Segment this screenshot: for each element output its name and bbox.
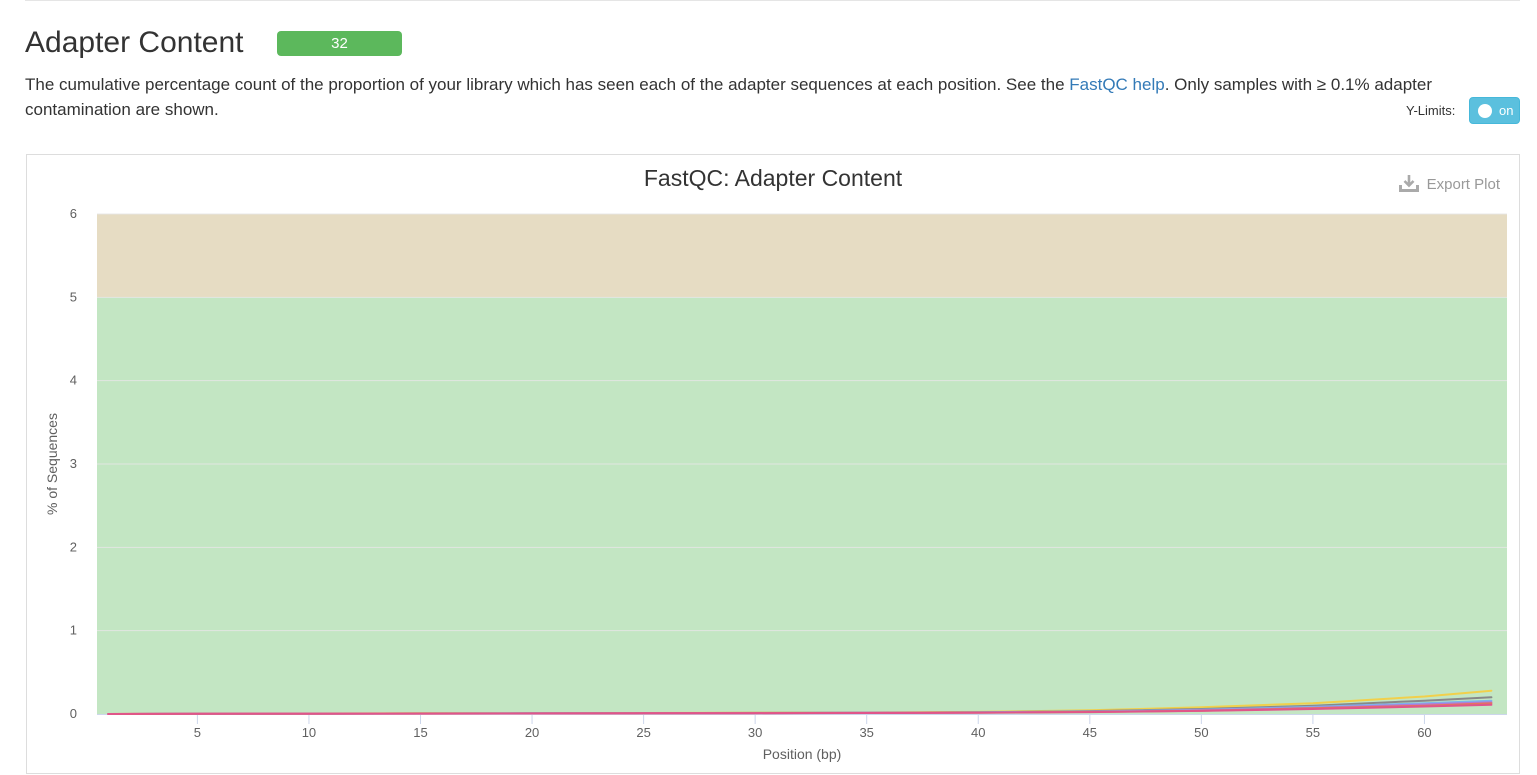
x-axis-title: Position (bp) (763, 746, 842, 762)
top-divider (25, 0, 1520, 1)
x-tick-label: 50 (1194, 725, 1208, 740)
toggle-label: on (1499, 103, 1514, 118)
x-tick-label: 15 (413, 725, 427, 740)
x-tick-label: 20 (525, 725, 539, 740)
ylimits-label: Y-Limits: (1406, 103, 1456, 118)
series-line-6 (107, 703, 1493, 715)
ylimits-toggle[interactable]: on (1469, 97, 1520, 124)
plot-band-0 (97, 297, 1507, 714)
description-text: The cumulative percentage count of the p… (25, 75, 1070, 94)
fastqc-help-link[interactable]: FastQC help (1069, 75, 1165, 94)
y-axis-title: % of Sequences (44, 413, 60, 515)
toggle-knob (1478, 104, 1492, 118)
y-tick-label: 4 (70, 373, 77, 388)
plot-container: FastQC: Adapter Content Export Plot 0 1 2 3… (26, 154, 1520, 774)
x-tick-label: 45 (1083, 725, 1097, 740)
x-tick-label: 40 (971, 725, 985, 740)
x-tick-label: 30 (748, 725, 762, 740)
section-description: The cumulative percentage count of the p… (25, 72, 1485, 122)
x-tick-label: 60 (1417, 725, 1431, 740)
export-plot-label: Export Plot (1426, 175, 1500, 193)
x-tick-label: 35 (859, 725, 873, 740)
x-tick-label: 25 (636, 725, 650, 740)
export-plot-button[interactable]: Export Plot (1398, 173, 1500, 195)
x-tick-label: 10 (302, 725, 316, 740)
download-icon (1398, 175, 1419, 192)
x-tick-label: 5 (194, 725, 201, 740)
y-tick-label: 6 (70, 206, 77, 221)
y-tick-label: 3 (70, 456, 77, 471)
chart-title: FastQC: Adapter Content (643, 165, 903, 191)
sample-count-badge: 32 (277, 31, 402, 56)
y-tick-label: 5 (70, 289, 77, 304)
x-tick-label: 55 (1306, 725, 1320, 740)
section-title: Adapter Content (25, 26, 244, 59)
y-tick-label: 0 (70, 706, 77, 721)
y-tick-label: 1 (70, 623, 77, 638)
y-tick-label: 2 (70, 539, 77, 554)
plot-band-1 (97, 214, 1507, 298)
description-text-end: . Only samples with ≥ 0.1% adapter conta… (25, 75, 1432, 119)
